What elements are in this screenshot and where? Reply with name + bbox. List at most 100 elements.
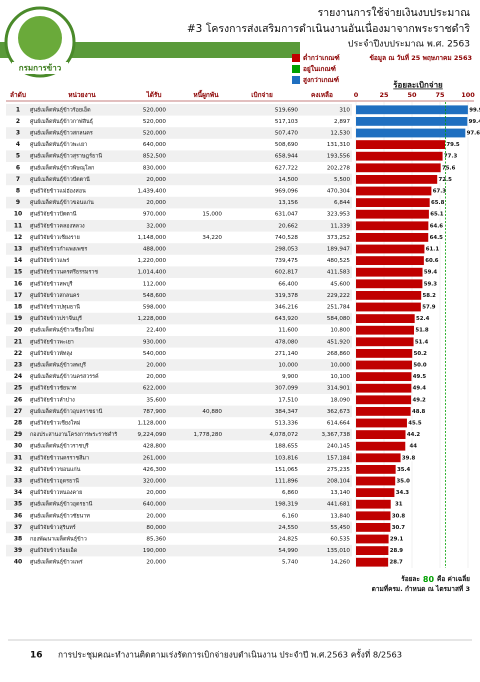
value-label-bg xyxy=(446,141,461,149)
note-part: คือ ค่าเฉลี่ย xyxy=(437,573,470,583)
unit-name: ศูนย์วิจัยข้าวคลองหลวง xyxy=(30,222,85,229)
column-header: ลำดับ xyxy=(10,91,26,99)
value-label-bg xyxy=(401,454,416,462)
rank: 5 xyxy=(16,153,20,160)
row-stripe xyxy=(6,498,352,510)
cell: 66,400 xyxy=(278,281,298,287)
bar xyxy=(356,406,411,416)
value-label: 50.2 xyxy=(414,351,428,357)
bar xyxy=(356,557,389,567)
rank: 13 xyxy=(14,246,22,253)
row-stripe xyxy=(6,521,352,534)
cell: 480,525 xyxy=(327,258,351,264)
value-label: 79.5 xyxy=(446,142,460,148)
rank: 12 xyxy=(14,234,22,241)
column-header: คงเหลือ xyxy=(311,91,333,99)
cell: 428,800 xyxy=(143,444,167,450)
bar xyxy=(356,383,412,393)
rank: 3 xyxy=(16,130,20,137)
cell: 298,053 xyxy=(275,247,299,253)
cell: 18,090 xyxy=(330,397,350,403)
rank: 14 xyxy=(14,257,22,264)
unit-name: ศูนย์วิจัยข้าวปราจีนบุรี xyxy=(30,315,82,322)
cell: 12,530 xyxy=(330,131,350,137)
value-label-bg xyxy=(414,338,429,346)
cell: 1,220,000 xyxy=(138,258,167,264)
rank: 2 xyxy=(16,118,20,125)
unit-name: ศูนย์วิจัยข้าวหนองคาย xyxy=(30,489,82,496)
cell: 13,156 xyxy=(278,200,298,206)
row-stripe xyxy=(6,475,352,487)
row-stripe xyxy=(6,266,352,278)
cell: 10,000 xyxy=(330,363,350,369)
value-label-bg xyxy=(406,442,421,450)
cell: 852,500 xyxy=(143,154,167,160)
value-label-bg xyxy=(412,384,427,392)
value-label: 35.0 xyxy=(397,479,411,485)
unit-name: ศูนย์เมล็ดพันธุ์ข้าวนครสวรรค์ xyxy=(30,372,99,380)
value-label: 30.8 xyxy=(392,513,406,519)
cell: 6,160 xyxy=(282,513,298,519)
bar xyxy=(356,279,423,289)
value-label: 75.6 xyxy=(442,165,456,171)
rank: 30 xyxy=(14,443,22,450)
rank: 11 xyxy=(14,222,22,229)
rank: 4 xyxy=(16,141,20,148)
rank: 15 xyxy=(14,269,22,276)
column-header: ได้รับ xyxy=(145,90,161,99)
cell: 20,000 xyxy=(146,374,166,380)
cell: 4,078,072 xyxy=(270,432,298,438)
cell: 441,681 xyxy=(327,502,351,508)
bar xyxy=(356,395,412,405)
chart-title: ร้อยละเบิกจ่าย xyxy=(393,80,443,90)
legend-swatch xyxy=(292,54,300,62)
bar xyxy=(356,372,412,382)
legend-label: สูงกว่าเกณฑ์ xyxy=(303,76,339,85)
rank: 34 xyxy=(14,489,22,496)
row-stripe xyxy=(6,196,352,209)
value-label: 49.5 xyxy=(413,374,427,380)
data-date: ข้อมูล ณ วันที่ 25 พฤษภาคม 2563 xyxy=(369,52,472,63)
cell: 478,080 xyxy=(275,339,299,345)
rank: 8 xyxy=(16,188,20,195)
cell: 275,235 xyxy=(327,467,351,473)
value-label: 44 xyxy=(410,444,418,450)
unit-name: กองพัฒนาเมล็ดพันธุ์ข้าว xyxy=(30,535,87,543)
rank: 29 xyxy=(14,431,22,438)
value-label: 99.9 xyxy=(469,107,480,113)
cell: 135,010 xyxy=(327,548,351,554)
cell: 54,990 xyxy=(278,548,298,554)
cell: 970,000 xyxy=(143,212,167,218)
rank: 10 xyxy=(14,211,22,218)
unit-name: ศูนย์วิจัยข้าวขอนแก่น xyxy=(30,466,81,473)
cell: 189,947 xyxy=(327,247,351,253)
value-label-bg xyxy=(423,268,438,276)
value-label-bg xyxy=(389,535,404,543)
unit-name: ศูนย์เมล็ดพันธุ์ข้าวลพบุรี xyxy=(30,361,86,369)
value-label-bg xyxy=(415,315,430,323)
value-label-bg xyxy=(412,373,427,381)
bar xyxy=(356,534,389,544)
cell: 513,336 xyxy=(275,421,299,427)
value-label-bg xyxy=(391,523,406,531)
rank: 32 xyxy=(14,466,22,473)
row-stripe xyxy=(6,289,352,302)
rank: 22 xyxy=(14,350,22,357)
value-label: 51.8 xyxy=(415,328,429,334)
value-label: 49.4 xyxy=(413,386,427,392)
cell: 508,690 xyxy=(275,142,299,148)
row-stripe xyxy=(6,428,352,441)
value-label-bg xyxy=(389,547,404,555)
bar xyxy=(356,511,391,521)
value-label: 59.3 xyxy=(424,281,438,287)
rank: 9 xyxy=(16,199,20,206)
cell: 17,510 xyxy=(278,397,298,403)
cell: 3,367,738 xyxy=(322,432,351,438)
cell: 507,470 xyxy=(275,131,299,137)
value-label: 64.5 xyxy=(430,235,444,241)
cell: 1,148,000 xyxy=(138,235,167,241)
bar xyxy=(356,499,391,509)
unit-name: ศูนย์วิจัยข้าวแม่ฮ่องสอน xyxy=(30,188,86,195)
cell: 13,140 xyxy=(330,490,350,496)
bar xyxy=(356,140,446,150)
